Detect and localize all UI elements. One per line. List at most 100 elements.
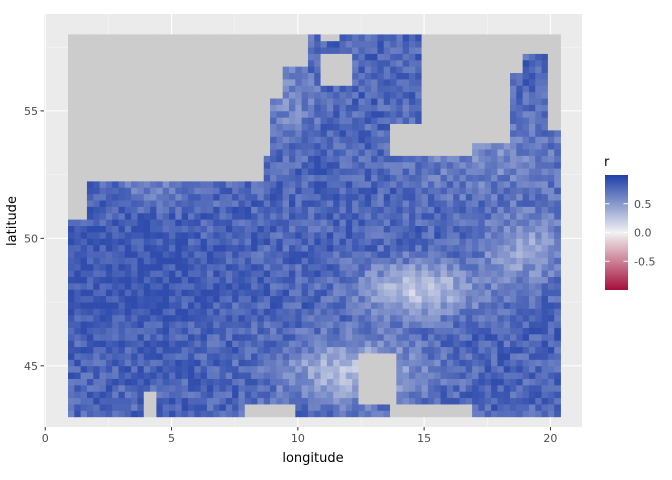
- missing-cell: [68, 187, 75, 195]
- heatmap-cell: [307, 79, 315, 86]
- heatmap-cell: [194, 365, 201, 373]
- heatmap-cell: [301, 231, 309, 239]
- heatmap-cell: [80, 238, 88, 246]
- heatmap-cell: [446, 397, 454, 405]
- missing-cell: [282, 59, 290, 67]
- heatmap-cell: [421, 168, 429, 176]
- heatmap-cell: [105, 180, 113, 188]
- heatmap-cell: [80, 384, 88, 392]
- heatmap-cell: [225, 327, 233, 335]
- missing-cell: [219, 142, 227, 150]
- missing-cell: [257, 161, 265, 169]
- heatmap-cell: [105, 308, 113, 316]
- heatmap-cell: [301, 238, 309, 246]
- heatmap-cell: [352, 212, 359, 220]
- missing-cell: [427, 142, 435, 150]
- heatmap-cell: [358, 340, 366, 348]
- heatmap-cell: [289, 104, 296, 112]
- heatmap-cell: [137, 180, 145, 188]
- heatmap-cell: [156, 282, 164, 290]
- missing-cell: [150, 85, 157, 93]
- missing-cell: [213, 79, 220, 86]
- missing-cell: [213, 72, 220, 80]
- heatmap-cell: [371, 289, 378, 297]
- heatmap-cell: [295, 136, 303, 144]
- heatmap-cell: [554, 397, 561, 405]
- heatmap-cell: [484, 206, 492, 214]
- missing-cell: [137, 123, 145, 131]
- heatmap-cell: [415, 104, 423, 112]
- missing-cell: [427, 85, 435, 93]
- missing-cell: [219, 79, 227, 86]
- heatmap-cell: [528, 231, 536, 239]
- missing-cell: [270, 72, 277, 80]
- heatmap-cell: [320, 346, 328, 354]
- missing-cell: [244, 130, 252, 137]
- heatmap-cell: [181, 193, 189, 201]
- missing-cell: [345, 72, 353, 80]
- missing-cell: [105, 174, 113, 182]
- heatmap-cell: [440, 225, 448, 233]
- heatmap-cell: [143, 289, 151, 297]
- missing-cell: [289, 40, 296, 48]
- heatmap-cell: [244, 238, 252, 246]
- heatmap-cell: [440, 212, 448, 220]
- heatmap-cell: [421, 384, 429, 392]
- heatmap-cell: [118, 270, 126, 277]
- missing-cell: [187, 85, 195, 93]
- heatmap-cell: [434, 193, 441, 201]
- heatmap-cell: [459, 289, 467, 297]
- missing-cell: [175, 161, 183, 169]
- missing-cell: [453, 123, 460, 131]
- heatmap-cell: [383, 302, 391, 309]
- heatmap-cell: [484, 270, 492, 277]
- heatmap-cell: [459, 340, 467, 348]
- heatmap-cell: [225, 180, 233, 188]
- heatmap-cell: [181, 359, 189, 367]
- heatmap-cell: [238, 219, 246, 226]
- heatmap-cell: [434, 206, 441, 214]
- heatmap-cell: [345, 174, 353, 182]
- heatmap-cell: [289, 136, 296, 144]
- heatmap-cell: [510, 98, 517, 105]
- heatmap-cell: [320, 168, 328, 176]
- heatmap-cell: [465, 219, 473, 226]
- missing-cell: [112, 117, 119, 125]
- heatmap-cell: [516, 270, 524, 277]
- heatmap-cell: [415, 384, 423, 392]
- heatmap-cell: [402, 346, 410, 354]
- heatmap-cell: [396, 302, 404, 309]
- heatmap-cell: [187, 257, 195, 265]
- heatmap-cell: [377, 321, 385, 328]
- heatmap-cell: [510, 289, 517, 297]
- missing-cell: [162, 40, 170, 48]
- heatmap-cell: [497, 187, 505, 195]
- heatmap-cell: [320, 123, 328, 131]
- missing-cell: [358, 391, 366, 399]
- heatmap-cell: [541, 244, 549, 252]
- heatmap-cell: [320, 98, 328, 105]
- heatmap-cell: [150, 257, 157, 265]
- heatmap-cell: [478, 142, 486, 150]
- heatmap-cell: [99, 193, 107, 201]
- missing-cell: [187, 168, 195, 176]
- heatmap-cell: [383, 333, 391, 341]
- missing-cell: [194, 34, 201, 42]
- heatmap-cell: [326, 142, 334, 150]
- missing-cell: [118, 91, 126, 99]
- heatmap-cell: [478, 410, 486, 418]
- missing-cell: [377, 372, 385, 379]
- heatmap-cell: [251, 365, 258, 373]
- heatmap-cell: [516, 168, 524, 176]
- heatmap-cell: [472, 155, 479, 163]
- missing-cell: [93, 149, 100, 156]
- missing-cell: [547, 59, 555, 67]
- heatmap-cell: [68, 372, 75, 379]
- heatmap-cell: [143, 231, 151, 239]
- heatmap-cell: [510, 117, 517, 125]
- heatmap-cell: [453, 219, 460, 226]
- heatmap-cell: [282, 372, 290, 379]
- heatmap-cell: [497, 359, 505, 367]
- heatmap-cell: [124, 276, 132, 284]
- heatmap-cell: [86, 200, 94, 207]
